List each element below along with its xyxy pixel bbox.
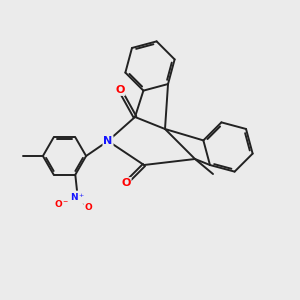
Text: O: O <box>115 85 125 95</box>
Text: O$^-$: O$^-$ <box>54 198 70 209</box>
Text: O: O <box>121 178 131 188</box>
Text: O: O <box>84 203 92 212</box>
Text: N$^+$: N$^+$ <box>70 191 86 203</box>
Text: N: N <box>103 136 112 146</box>
